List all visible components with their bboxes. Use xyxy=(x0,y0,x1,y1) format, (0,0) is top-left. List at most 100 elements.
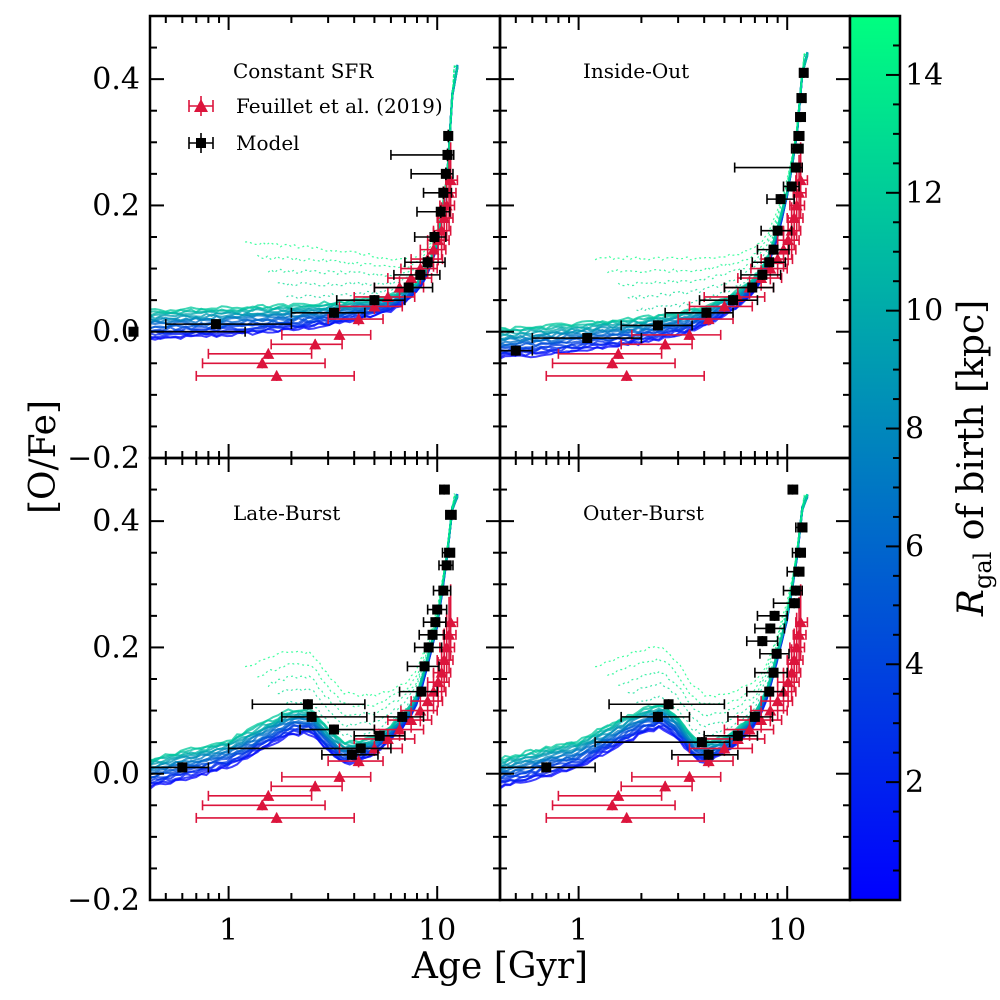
observation-point xyxy=(551,799,676,811)
model-cloud xyxy=(500,51,809,360)
model-track xyxy=(500,52,809,352)
model-point xyxy=(796,93,807,104)
model-track xyxy=(150,496,459,779)
model-point xyxy=(413,230,447,244)
model-track xyxy=(500,53,809,354)
model-track xyxy=(500,52,809,346)
model-track xyxy=(150,496,459,785)
model-point xyxy=(441,547,456,558)
model-point xyxy=(782,585,803,596)
observation-point xyxy=(723,718,775,741)
model-point xyxy=(445,509,457,520)
observation-point xyxy=(207,347,313,359)
observation-point xyxy=(327,754,384,768)
colorbar-tick-label: 4 xyxy=(905,647,924,682)
model-track xyxy=(286,65,458,300)
x-tick-label: 10 xyxy=(768,913,806,948)
observation-point xyxy=(620,780,693,792)
observation-point xyxy=(792,596,807,673)
model-point xyxy=(426,604,448,615)
model-point xyxy=(531,332,643,344)
model-point xyxy=(760,225,793,236)
model-point xyxy=(698,295,759,306)
model-track xyxy=(500,52,809,356)
x-tick-label: 1 xyxy=(219,913,238,948)
colorbar: 2 4 6 8 10 12 14 Rgal of birth [kpc] xyxy=(848,14,997,902)
model-point xyxy=(413,642,443,653)
model-point xyxy=(671,749,739,760)
model-track xyxy=(636,51,808,312)
model-track xyxy=(150,495,459,788)
model-track xyxy=(500,52,809,340)
observation-point xyxy=(631,770,722,782)
observation-point xyxy=(442,596,457,673)
model-track xyxy=(150,493,459,780)
colorbar-label: Rgal of birth [kpc] xyxy=(951,300,997,617)
model-point xyxy=(740,269,782,280)
legend-entry: Feuillet et al. (2019) xyxy=(188,94,443,118)
model-point xyxy=(798,67,809,78)
model-point xyxy=(790,143,804,154)
observation-point xyxy=(373,718,425,741)
model-point xyxy=(793,130,805,142)
colorbar-gradient xyxy=(850,16,900,900)
observation-point xyxy=(677,754,734,768)
model-point xyxy=(398,686,439,697)
model-track xyxy=(500,53,809,349)
model-point xyxy=(422,617,447,628)
model-point xyxy=(393,269,441,280)
observation-point xyxy=(338,298,404,315)
model-track xyxy=(257,64,458,269)
model-point xyxy=(410,167,454,181)
model-point xyxy=(290,307,366,318)
model-point xyxy=(438,560,454,571)
model-point xyxy=(772,598,800,609)
model-point xyxy=(756,244,790,255)
observation-point xyxy=(545,369,705,381)
observation-point xyxy=(551,357,676,369)
colorbar-tick-label: 8 xyxy=(905,412,924,447)
observation-point xyxy=(432,644,452,702)
model-point xyxy=(373,711,425,722)
observation-point xyxy=(688,298,754,315)
y-tick-label: 0.4 xyxy=(92,504,140,539)
model-track xyxy=(500,52,809,343)
model-track xyxy=(618,493,808,717)
panel-title: Outer-Burst xyxy=(583,501,704,525)
model-track xyxy=(500,53,809,332)
x-tick-label: 10 xyxy=(418,913,456,948)
model-track xyxy=(150,496,459,785)
observation-point xyxy=(631,328,722,340)
model-point xyxy=(227,743,392,754)
y-axis-label: [O/Fe] xyxy=(23,400,64,514)
model-cloud xyxy=(150,493,459,790)
panel-3: −0.2 0.0 0.2 0.4 1 10 Late-Burst xyxy=(67,456,502,948)
y-tick-label: −0.2 xyxy=(67,441,140,476)
observation-point xyxy=(201,357,326,369)
model-point xyxy=(756,610,789,621)
observation-point xyxy=(760,682,794,721)
model-point xyxy=(299,724,376,735)
observation-point xyxy=(270,780,343,792)
observation-point xyxy=(270,338,343,350)
model-point xyxy=(751,257,787,268)
colorbar-tick-label: 2 xyxy=(905,765,924,800)
legend-label: Model xyxy=(236,131,300,155)
model-point xyxy=(416,205,451,219)
model-point xyxy=(404,255,446,269)
model-point xyxy=(432,585,452,596)
model-track xyxy=(607,53,808,274)
panel-4: 1 10 Outer-Burst xyxy=(498,456,852,948)
x-tick-label: 1 xyxy=(569,913,588,948)
model-point xyxy=(353,730,406,741)
model-track xyxy=(150,66,459,335)
model-point xyxy=(251,699,366,710)
model-point xyxy=(620,711,691,722)
model-track xyxy=(500,54,809,345)
model-point xyxy=(754,623,786,634)
observation-point xyxy=(201,799,326,811)
model-point xyxy=(795,111,807,123)
model-track xyxy=(257,495,458,708)
observation-point xyxy=(327,312,384,326)
